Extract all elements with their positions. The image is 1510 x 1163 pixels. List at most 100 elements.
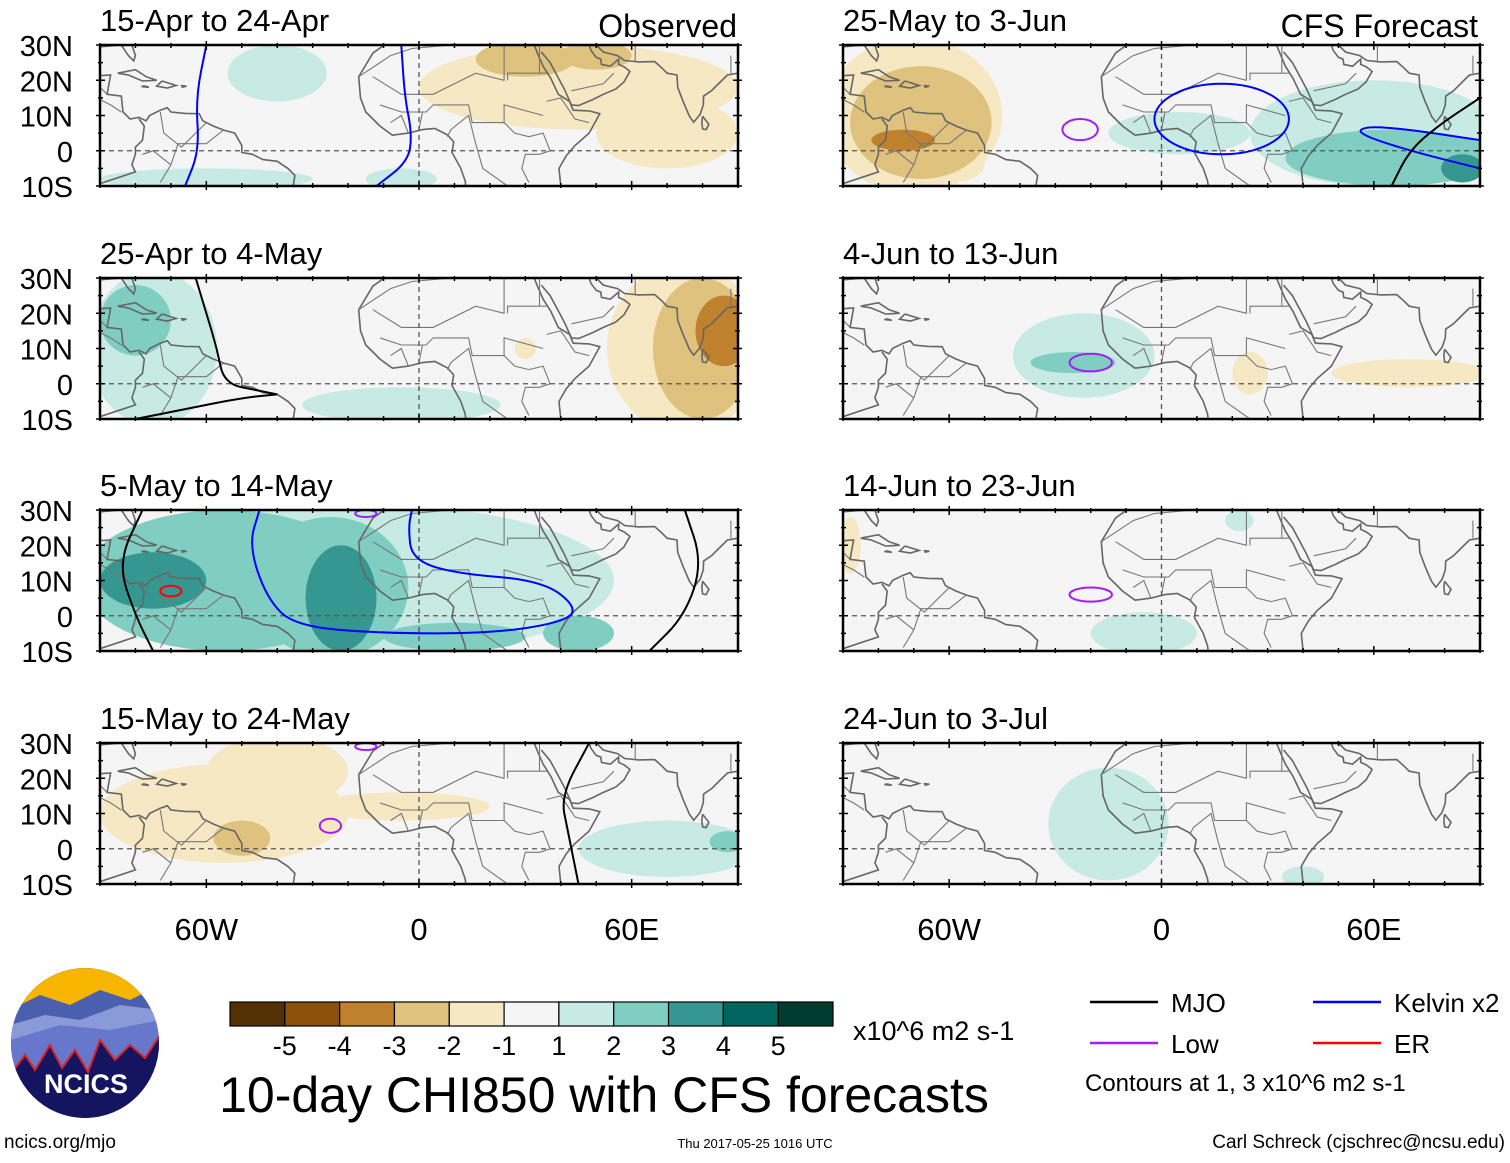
coastline (117, 301, 157, 315)
country-border (142, 848, 172, 864)
coastline (117, 68, 157, 82)
longitude-label: 60W (174, 912, 238, 947)
contour-kelvin-x2 (184, 45, 208, 186)
coastline (1443, 813, 1452, 829)
anomaly-shading (1108, 111, 1250, 155)
country-border (1288, 330, 1332, 357)
anomaly-shading (596, 97, 738, 169)
colorbar-label: 1 (551, 1031, 566, 1061)
latitude-label: 30N (20, 729, 73, 761)
coastline (1282, 278, 1374, 340)
coastline (1337, 45, 1480, 124)
coastline (860, 68, 900, 82)
country-border (159, 362, 225, 416)
country-border (159, 809, 207, 846)
coastline (540, 510, 631, 572)
legend: MJO Kelvin x2 Low ER (1090, 988, 1500, 1059)
contour-mjo (562, 743, 591, 884)
panel-title: 14-Jun to 23-Jun (843, 468, 1076, 503)
coastline (141, 783, 150, 787)
longitude-label: 0 (410, 912, 427, 947)
colorbar-label: 5 (771, 1031, 786, 1061)
colorbar-swatch (558, 1001, 615, 1027)
country-border (1313, 770, 1357, 790)
coastline (843, 307, 1039, 419)
colorbar-unit: x10^6 m2 s-1 (853, 1016, 1014, 1046)
country-border (372, 45, 505, 95)
colorbar-swatch (448, 1001, 505, 1027)
country-border (1249, 72, 1289, 81)
latitude-label: 20N (20, 531, 73, 563)
coastline (595, 743, 738, 822)
country-border (1288, 562, 1332, 589)
coastline (1275, 278, 1344, 419)
coastline (843, 278, 880, 296)
coastline (595, 278, 738, 357)
anomaly-shading (312, 792, 490, 821)
anomaly-shading (100, 168, 313, 186)
contour-kelvin-x2 (1153, 82, 1290, 156)
coastline (700, 580, 710, 596)
legend-label: ER (1394, 1029, 1430, 1059)
country-border (390, 579, 409, 599)
legend-label: Kelvin x2 (1394, 988, 1500, 1018)
coastline (923, 549, 930, 554)
colorbar-swatch (667, 1001, 724, 1027)
colorbar-swatch (339, 1001, 396, 1027)
coastline (1315, 891, 1340, 905)
country-border (142, 615, 172, 631)
coastline (100, 539, 296, 651)
coastline (1275, 45, 1344, 186)
country-border (358, 510, 451, 543)
country-border (372, 278, 505, 328)
country-border (1132, 347, 1152, 367)
latitude-label: 0 (57, 835, 73, 867)
country-border (902, 576, 950, 613)
latitude-label: 10S (21, 405, 73, 437)
contour-low (1068, 352, 1113, 373)
coastline (117, 766, 157, 780)
country-border (159, 129, 225, 183)
coastline (1337, 743, 1480, 822)
latitude-label: 10N (20, 102, 73, 134)
country-border (1122, 337, 1286, 357)
latitude-label: 10N (20, 335, 73, 367)
panel-title: 25-May to 3-Jun (843, 3, 1067, 38)
country-border (571, 770, 615, 790)
country-border (1246, 820, 1294, 881)
footer-author: Carl Schreck (cjschrec@ncsu.edu) (1212, 1132, 1505, 1153)
colorbar-swatch (393, 1001, 450, 1027)
country-border (902, 129, 968, 183)
longitude-labels: 60W 0 60E 60W 0 60E (174, 912, 1401, 947)
country-border (507, 537, 547, 546)
coastline (155, 545, 179, 554)
anomaly-shading (100, 285, 171, 356)
colorbar-label: -1 (492, 1031, 516, 1061)
latitude-label: 20N (20, 764, 73, 796)
latitude-label: 10N (20, 800, 73, 832)
colorbar-label: 2 (606, 1031, 621, 1061)
longitude-label: 60E (604, 912, 659, 947)
coastline (1443, 348, 1452, 364)
coastline (897, 778, 922, 787)
latitude-label: 10S (21, 172, 73, 204)
contour-mjo (194, 278, 278, 396)
country-border (1313, 72, 1357, 92)
country-border (358, 278, 451, 311)
country-border (667, 743, 668, 744)
coastline (884, 783, 893, 787)
colorbar-swatch (229, 1001, 286, 1027)
coastline (923, 782, 930, 787)
country-border (1288, 97, 1332, 124)
legend-note: Contours at 1, 3 x10^6 m2 s-1 (1085, 1070, 1406, 1097)
coastline (573, 426, 597, 440)
contour-low (1068, 586, 1113, 603)
coastline (533, 278, 601, 419)
latitude-label: 10N (20, 567, 73, 599)
panel-title: 25-Apr to 4-May (100, 236, 323, 271)
coastline (1315, 426, 1340, 440)
country-border (1246, 587, 1294, 648)
coastline (897, 313, 922, 322)
coastline (595, 45, 738, 124)
anomaly-shading (543, 615, 614, 651)
